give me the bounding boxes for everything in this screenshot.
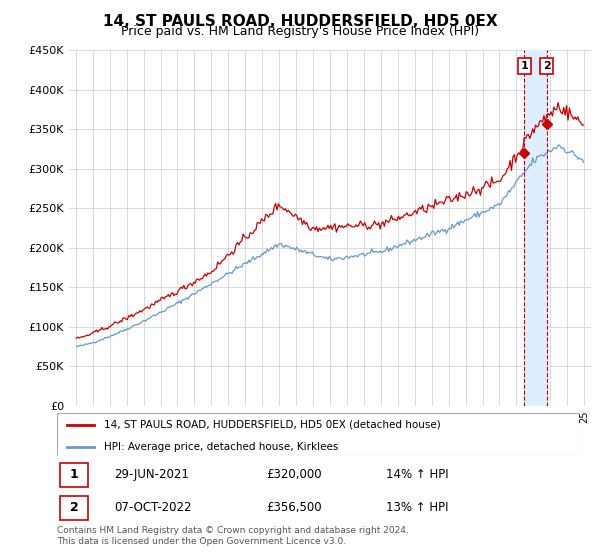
Text: 1: 1 xyxy=(70,469,79,482)
FancyBboxPatch shape xyxy=(59,463,88,487)
Text: 13% ↑ HPI: 13% ↑ HPI xyxy=(386,501,448,514)
Text: 2: 2 xyxy=(70,501,79,514)
Text: £356,500: £356,500 xyxy=(266,501,322,514)
Text: HPI: Average price, detached house, Kirklees: HPI: Average price, detached house, Kirk… xyxy=(104,442,338,452)
FancyBboxPatch shape xyxy=(59,496,88,520)
Text: 2: 2 xyxy=(543,61,551,71)
Text: 14, ST PAULS ROAD, HUDDERSFIELD, HD5 0EX (detached house): 14, ST PAULS ROAD, HUDDERSFIELD, HD5 0EX… xyxy=(104,420,441,430)
Text: Contains HM Land Registry data © Crown copyright and database right 2024.
This d: Contains HM Land Registry data © Crown c… xyxy=(57,526,409,546)
Bar xyxy=(524,50,547,406)
Text: 1: 1 xyxy=(520,61,528,71)
Text: 14% ↑ HPI: 14% ↑ HPI xyxy=(386,469,448,482)
Text: 07-OCT-2022: 07-OCT-2022 xyxy=(115,501,192,514)
Text: 29-JUN-2021: 29-JUN-2021 xyxy=(115,469,189,482)
Text: £320,000: £320,000 xyxy=(266,469,322,482)
Text: Price paid vs. HM Land Registry's House Price Index (HPI): Price paid vs. HM Land Registry's House … xyxy=(121,25,479,38)
FancyBboxPatch shape xyxy=(57,413,579,456)
Text: 14, ST PAULS ROAD, HUDDERSFIELD, HD5 0EX: 14, ST PAULS ROAD, HUDDERSFIELD, HD5 0EX xyxy=(103,14,497,29)
